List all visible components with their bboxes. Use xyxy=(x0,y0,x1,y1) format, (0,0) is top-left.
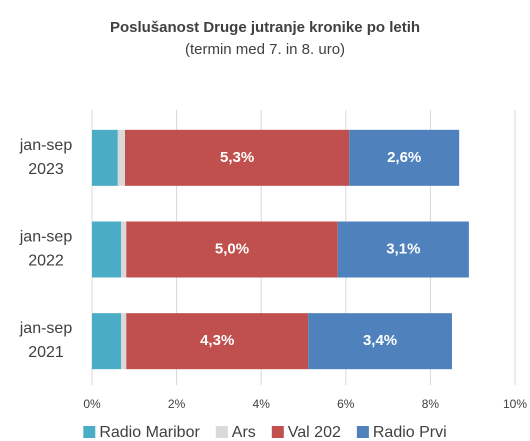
chart-title: Poslušanost Druge jutranje kronike po le… xyxy=(110,19,420,36)
data-label: 4,3% xyxy=(200,332,234,349)
legend-swatch xyxy=(215,426,228,438)
x-tick-label: 10% xyxy=(503,397,527,411)
data-label: 3,1% xyxy=(386,240,420,257)
x-tick-label: 0% xyxy=(83,397,101,411)
legend-label: Radio Prvi xyxy=(373,424,447,441)
bar-segment xyxy=(349,129,460,186)
y-tick-label: jan-sep 2023 xyxy=(19,137,73,178)
bar-segment xyxy=(124,129,350,186)
data-label: 5,0% xyxy=(215,240,249,257)
x-tick-label: 8% xyxy=(422,397,440,411)
legend-label: Ars xyxy=(232,424,256,441)
x-tick-label: 2% xyxy=(168,397,186,411)
data-label: 2,6% xyxy=(387,149,421,166)
bar-segment xyxy=(126,313,309,370)
y-tick-label: jan-sep 2022 xyxy=(19,229,73,270)
x-tick-label: 6% xyxy=(337,397,355,411)
bar-segment xyxy=(92,313,122,370)
legend-swatch xyxy=(83,426,96,438)
legend-label: Radio Maribor xyxy=(99,424,200,441)
bar-segment xyxy=(92,221,122,278)
bar-segment xyxy=(121,313,127,370)
bar-segment xyxy=(92,129,118,186)
bar-segment xyxy=(121,221,127,278)
bar-segment xyxy=(126,221,338,278)
y-tick-label: jan-sep 2021 xyxy=(19,320,73,361)
bar-segment xyxy=(308,313,452,370)
bar-segment xyxy=(117,129,125,186)
bar-segment xyxy=(337,221,469,278)
data-label: 5,3% xyxy=(220,149,254,166)
legend-swatch xyxy=(271,426,284,438)
chart-subtitle: (termin med 7. in 8. uro) xyxy=(185,41,345,58)
legend-label: Val 202 xyxy=(288,424,341,441)
data-label: 3,4% xyxy=(363,332,397,349)
x-tick-label: 4% xyxy=(253,397,271,411)
legend-swatch xyxy=(356,426,369,438)
legend: Radio Maribor Ars Val 202 Radio Prvi xyxy=(83,424,447,441)
